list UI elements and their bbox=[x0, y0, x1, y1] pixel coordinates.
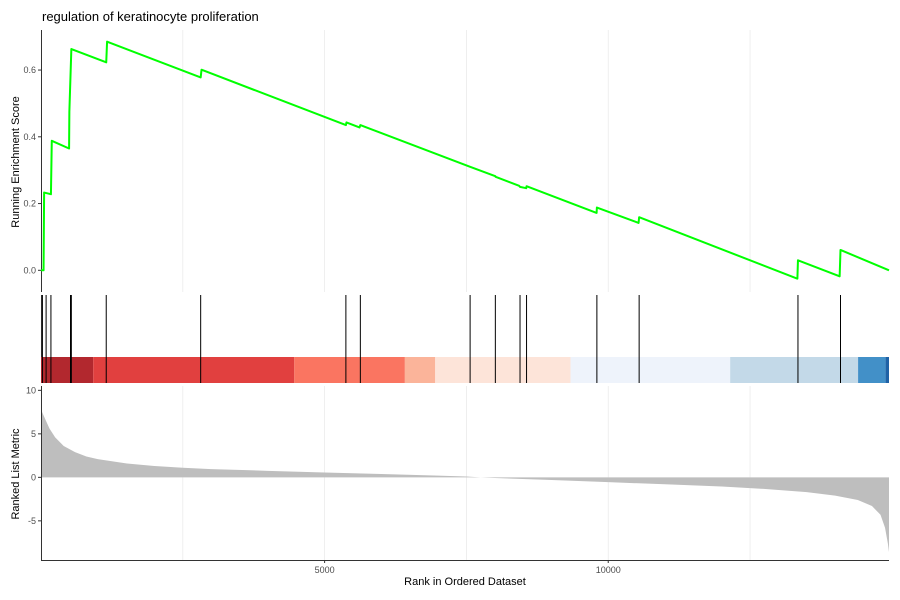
ranked-metric-area bbox=[41, 403, 889, 553]
rm-y-tick-label: 5 bbox=[31, 429, 36, 439]
rm-y-tick-label: 0 bbox=[31, 472, 36, 482]
running-es-line bbox=[41, 40, 890, 280]
gene-hit-lines bbox=[41, 295, 842, 383]
color-band bbox=[93, 357, 295, 383]
rank-color-bar bbox=[41, 357, 889, 383]
es-y-tick-label: 0.0 bbox=[23, 265, 36, 275]
x-tick-label: 10000 bbox=[596, 565, 621, 575]
es-grid bbox=[182, 30, 751, 292]
chart-title: regulation of keratinocyte proliferation bbox=[42, 9, 259, 24]
es-y-axis-title: Running Enrichment Score bbox=[10, 96, 22, 227]
x-tick-label: 5000 bbox=[315, 565, 335, 575]
es-y-tick-label: 0.6 bbox=[23, 65, 36, 75]
running-es-points bbox=[41, 42, 889, 279]
x-axis-title: Rank in Ordered Dataset bbox=[404, 576, 526, 588]
rm-y-tick-label: -5 bbox=[28, 516, 36, 526]
color-band bbox=[294, 357, 405, 383]
es-y-tick-label: 0.4 bbox=[23, 132, 36, 142]
color-band bbox=[570, 357, 731, 383]
color-band bbox=[404, 357, 436, 383]
color-band bbox=[885, 357, 889, 383]
color-band bbox=[730, 357, 859, 383]
color-band bbox=[858, 357, 886, 383]
rm-y-axis-title: Ranked List Metric bbox=[10, 428, 22, 520]
es-y-axis-ticks: 0.0 0.2 0.4 0.6 bbox=[23, 65, 41, 275]
color-band bbox=[41, 357, 94, 383]
x-axis-ticks: 5000 10000 bbox=[315, 560, 621, 575]
rm-y-tick-label: 10 bbox=[26, 385, 36, 395]
rm-y-axis-ticks: -5 0 5 10 bbox=[26, 385, 41, 526]
color-band bbox=[435, 357, 571, 383]
es-y-tick-label: 0.2 bbox=[23, 199, 36, 209]
